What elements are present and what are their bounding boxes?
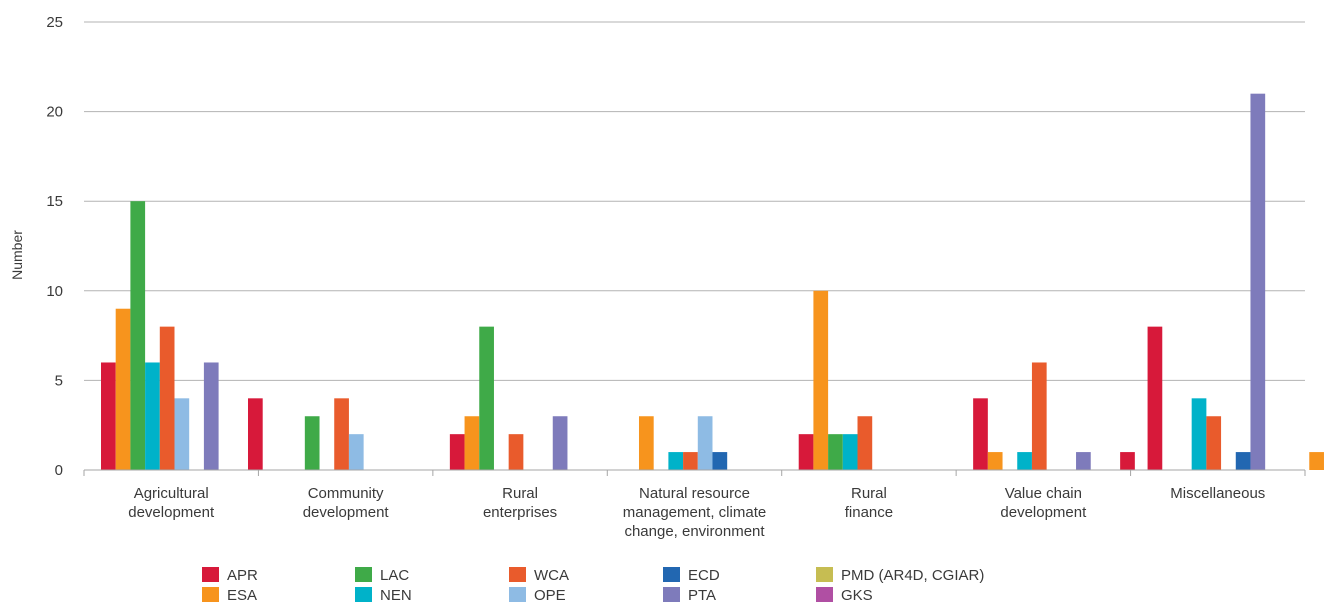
y-tick-label: 10	[46, 283, 63, 300]
legend-swatch	[202, 567, 219, 582]
legend: APR LAC WCA ECD PMD (AR4D, CGIAR) ESA NEN OPE PT…	[202, 567, 984, 604]
legend-label: PMD (AR4D, CGIAR)	[841, 567, 984, 584]
y-tick-label: 0	[55, 462, 63, 479]
category-label-line: Rural	[851, 485, 887, 502]
bar-lac-0	[130, 201, 146, 470]
category-label-line: change, environment	[624, 523, 765, 540]
legend-label: LAC	[380, 567, 409, 584]
bar-apr-2	[449, 434, 465, 470]
category-label-line: Miscellaneous	[1170, 485, 1265, 502]
legend-swatch	[355, 567, 372, 582]
legend-swatch	[663, 587, 680, 602]
bar-wca-3	[683, 452, 698, 470]
bar-esa-2	[464, 416, 480, 470]
legend-swatch	[509, 567, 526, 582]
y-axis-label: Number	[9, 230, 25, 280]
category-label: Value chain development	[1000, 485, 1087, 521]
bar-pta-6	[1250, 93, 1266, 471]
bar-lac-4	[828, 434, 843, 470]
x-axis	[83, 469, 1306, 476]
legend-label: OPE	[534, 587, 566, 604]
legend-label: GKS	[841, 587, 873, 604]
category-label-line: development	[303, 504, 390, 521]
bar-wca-6	[1206, 416, 1222, 470]
legend-label: APR	[227, 567, 258, 584]
bar-lac-2	[479, 326, 494, 470]
bar-nen-4	[842, 434, 858, 470]
legend-swatch	[816, 587, 833, 602]
bar-ope-1	[348, 434, 364, 470]
category-label-line: development	[1000, 504, 1087, 521]
category-label-line: finance	[845, 504, 893, 521]
category-label: Community development	[303, 485, 390, 521]
category-labels: Agricultural development Community developm…	[128, 485, 1265, 540]
category-label-line: Rural	[502, 485, 538, 502]
bar-apr-4	[798, 434, 814, 470]
bar-apr-5	[973, 398, 988, 470]
legend-swatch	[663, 567, 680, 582]
category-label-line: Natural resource	[639, 485, 750, 502]
bar-ope-3	[697, 416, 713, 470]
bar-esa-0	[115, 308, 131, 470]
legend-label: NEN	[380, 587, 412, 604]
bar-nen-6	[1191, 398, 1207, 470]
legend-swatch	[816, 567, 833, 582]
y-tick-label: 20	[46, 104, 63, 121]
legend-swatch	[202, 587, 219, 602]
bar-wca-2	[508, 434, 524, 470]
legend-label: PTA	[688, 587, 716, 604]
category-label-line: Community	[308, 485, 384, 502]
bar-ecd-3	[712, 452, 728, 470]
category-label: Rural enterprises	[483, 485, 557, 521]
category-label: Miscellaneous	[1170, 485, 1265, 502]
bar-pta-0	[203, 362, 219, 470]
y-tick-label: 25	[46, 14, 63, 31]
y-axis-ticks: 0 5 10 15 20 25	[46, 14, 63, 479]
bar-wca-5	[1031, 362, 1047, 470]
bar-esa-6	[1309, 452, 1324, 470]
bar-esa-3	[638, 416, 654, 470]
legend-swatch	[509, 587, 526, 602]
category-label-line: Value chain	[1005, 485, 1082, 502]
bar-ecd-6	[1235, 452, 1251, 470]
bar-lac-1	[304, 416, 320, 470]
y-tick-label: 5	[55, 372, 63, 389]
bar-pta-2	[552, 416, 568, 470]
bar-esa-4	[813, 290, 829, 470]
legend-swatch	[355, 587, 372, 602]
y-tick-label: 15	[46, 193, 63, 210]
bar-wca-1	[334, 398, 349, 470]
bar-nen-0	[145, 362, 160, 470]
category-label-line: enterprises	[483, 504, 557, 521]
legend-label: ESA	[227, 587, 257, 604]
category-label-line: Agricultural	[134, 485, 209, 502]
bar-apr-5	[1120, 452, 1135, 470]
category-label-line: development	[128, 504, 215, 521]
category-label: Natural resource management, climate chang…	[623, 485, 766, 540]
bar-pta-5	[1076, 452, 1091, 470]
bar-esa-5	[987, 452, 1003, 470]
gridlines	[84, 21, 1305, 381]
bar-nen-5	[1017, 452, 1032, 470]
bar-apr-6	[1147, 326, 1163, 470]
bars	[101, 93, 1324, 471]
category-label-line: management, climate	[623, 504, 766, 521]
bar-ope-0	[174, 398, 190, 470]
category-label: Agricultural development	[128, 485, 215, 521]
bar-apr-0	[248, 398, 263, 470]
category-label: Rural finance	[845, 485, 893, 521]
bar-apr-0	[101, 362, 116, 470]
legend-label: WCA	[534, 567, 569, 584]
bar-wca-4	[857, 416, 873, 470]
legend-label: ECD	[688, 567, 720, 584]
bar-nen-3	[668, 452, 684, 470]
bar-wca-0	[159, 326, 175, 470]
